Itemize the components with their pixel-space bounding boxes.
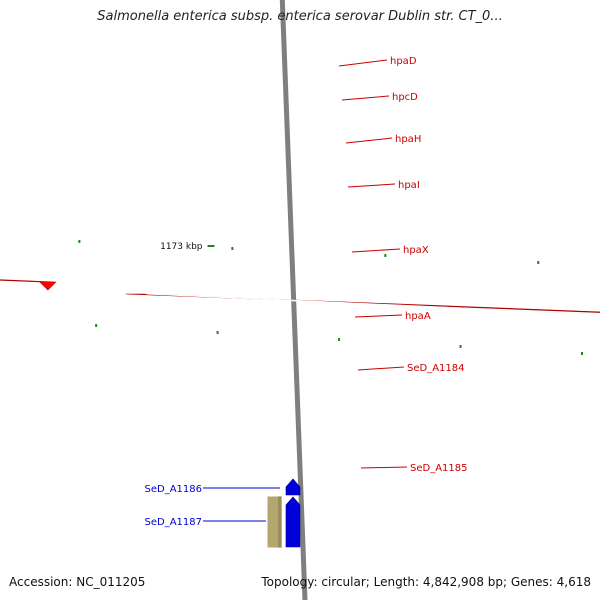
gene-leader-line <box>345 137 393 144</box>
scale-dot <box>338 338 341 341</box>
gene-label-sed_a1184: SeD_A1184 <box>407 363 465 374</box>
gene-leader-line <box>347 183 396 188</box>
scale-dot <box>384 254 387 257</box>
gene-label-hpaa: hpaA <box>405 311 431 322</box>
scale-dot <box>78 240 81 243</box>
scale-dot <box>581 352 583 355</box>
map-title: Salmonella enterica subsp. enterica sero… <box>97 9 503 24</box>
gene-label-sed_a1185: SeD_A1185 <box>410 463 468 474</box>
gene-leader-line <box>341 95 390 101</box>
gene-block-shade <box>156 294 600 315</box>
scale-dot <box>95 324 98 327</box>
gene-leader-line <box>360 466 408 469</box>
gene-label-sed_a1187: SeD_A1187 <box>145 517 203 528</box>
gene-label-hpad: hpaD <box>390 56 417 67</box>
scale-dot <box>216 331 219 334</box>
tick-mark <box>207 245 215 247</box>
cds-block <box>125 293 600 313</box>
gene-block <box>285 496 301 548</box>
gene-label-hpah: hpaH <box>395 134 421 145</box>
gene-label-hpax: hpaX <box>403 245 429 256</box>
gene-block <box>266 495 283 549</box>
tick-label: 1173 kbp <box>160 242 203 252</box>
gene-label-hpai: hpaI <box>398 180 420 191</box>
scale-dot <box>537 261 540 264</box>
gene-block <box>146 293 600 316</box>
gene-label-hpcd: hpcD <box>392 92 418 103</box>
cds-block <box>0 279 57 291</box>
accession-text: Accession: NC_011205 <box>9 575 146 589</box>
gene-leader-line <box>354 314 403 318</box>
scale-dot <box>231 247 234 250</box>
gene-label-sed_a1186: SeD_A1186 <box>145 484 203 495</box>
gene-leader-line <box>338 59 388 67</box>
gene-leader-line <box>357 366 405 371</box>
genome-backbone <box>279 0 308 600</box>
scale-dot <box>459 345 462 348</box>
gene-block-shade <box>278 496 282 548</box>
gene-leader-line <box>351 248 401 253</box>
genome-stats-text: Topology: circular; Length: 4,842,908 bp… <box>261 575 591 589</box>
gene-block <box>285 478 301 496</box>
